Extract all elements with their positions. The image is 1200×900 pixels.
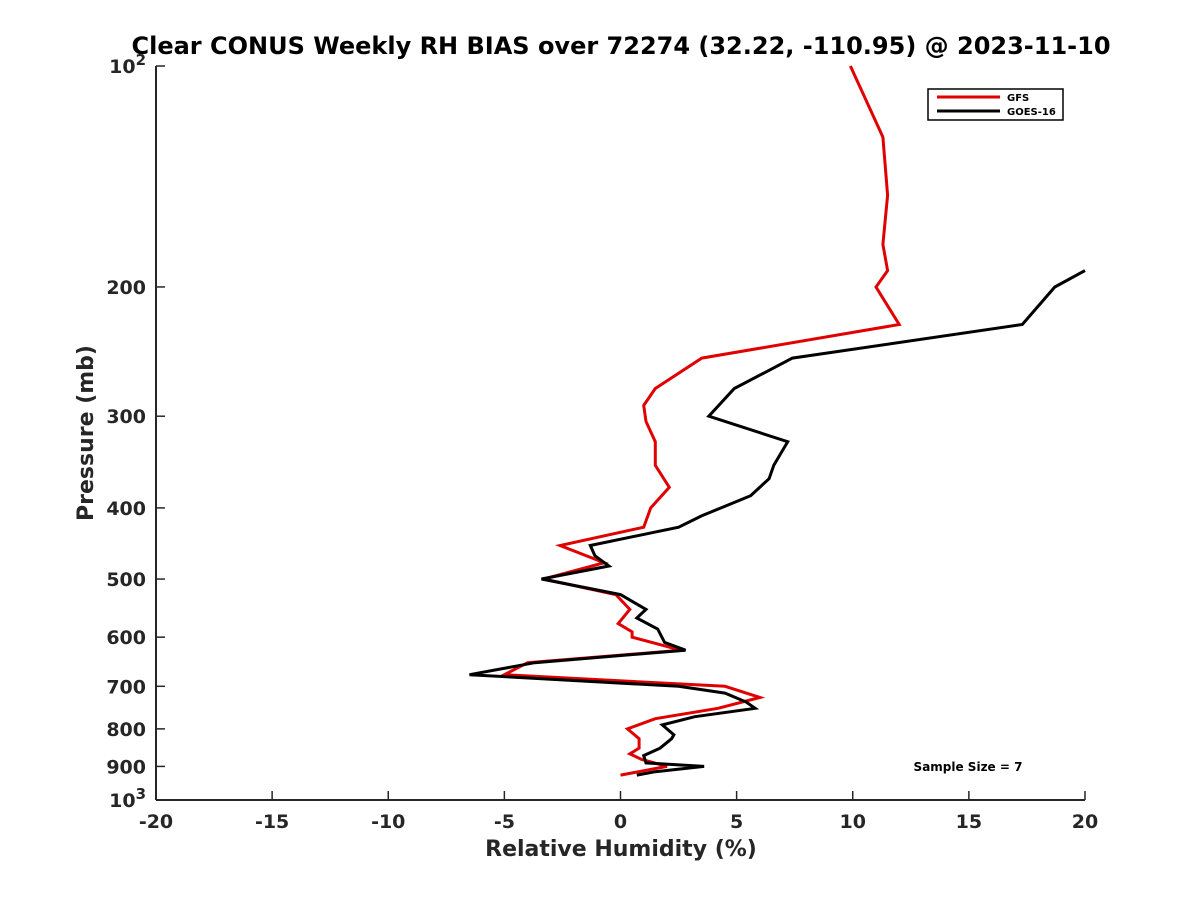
legend-label: GFS xyxy=(1007,93,1029,104)
x-tick-label: -20 xyxy=(139,811,173,833)
x-tick-label: 15 xyxy=(956,811,982,833)
x-axis: -20 -15 -10 -5 0 5 10 15 20 xyxy=(139,791,1098,833)
x-tick-label: 20 xyxy=(1072,811,1098,833)
x-tick-label: 5 xyxy=(730,811,743,833)
y-axis: 102 200 300 400 500 600 700 800 900 103 xyxy=(106,51,165,812)
y-tick-label: 300 xyxy=(106,406,146,428)
x-tick-label: 10 xyxy=(840,811,866,833)
x-tick-label: 0 xyxy=(614,811,627,833)
legend-label: GOES-16 xyxy=(1007,107,1056,118)
legend: GFS GOES-16 xyxy=(927,88,1064,121)
series-line-gfs xyxy=(498,65,902,777)
chart-title: Clear CONUS Weekly RH BIAS over 72274 (3… xyxy=(131,32,1110,60)
y-tick-label: 400 xyxy=(106,498,146,520)
y-tick-label: 103 xyxy=(109,785,146,812)
series-group xyxy=(469,65,1086,777)
series-line-goes-16 xyxy=(469,269,1086,777)
y-tick-label: 900 xyxy=(106,756,146,778)
x-tick-label: -15 xyxy=(255,811,289,833)
y-axis-label: Pressure (mb) xyxy=(74,345,99,521)
x-axis-label: Relative Humidity (%) xyxy=(485,837,757,862)
legend-box xyxy=(927,88,1064,121)
y-tick-label: 700 xyxy=(106,676,146,698)
x-tick-label: -5 xyxy=(494,811,515,833)
y-tick-label: 800 xyxy=(106,719,146,741)
y-tick-label: 200 xyxy=(106,277,146,299)
y-tick-label: 102 xyxy=(109,51,146,78)
x-tick-label: -10 xyxy=(371,811,405,833)
y-tick-label: 500 xyxy=(106,569,146,591)
plot-axes xyxy=(155,66,1085,801)
y-tick-label: 600 xyxy=(106,627,146,649)
sample-size-annotation: Sample Size = 7 xyxy=(914,760,1023,774)
